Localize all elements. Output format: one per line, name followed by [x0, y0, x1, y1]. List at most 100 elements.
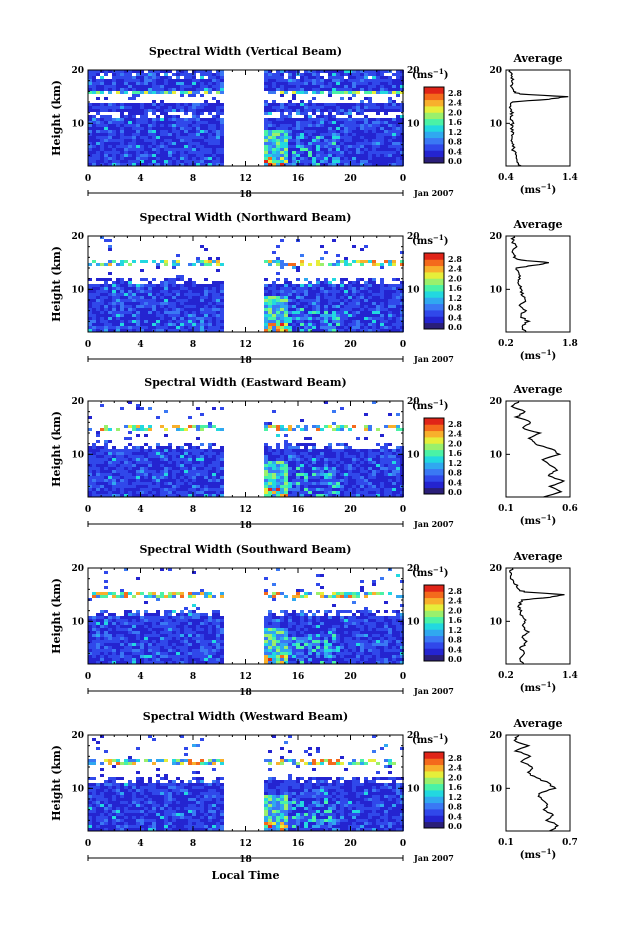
heatmap-cell — [292, 455, 296, 458]
heatmap-cell — [312, 160, 316, 163]
heatmap-cell — [96, 278, 100, 281]
heatmap-cell — [284, 440, 288, 443]
heatmap-cell — [144, 85, 148, 88]
heatmap-cell — [352, 476, 356, 479]
heatmap-cell — [296, 157, 300, 160]
heatmap-cell — [316, 452, 320, 455]
heatmap-cell — [88, 658, 92, 661]
heatmap-cell — [400, 118, 404, 121]
heatmap-cell — [188, 142, 192, 145]
heatmap-cell — [108, 154, 112, 157]
heatmap-cell — [320, 154, 324, 157]
heatmap-cell — [96, 308, 100, 311]
heatmap-cell — [148, 479, 152, 482]
heatmap-cell — [388, 154, 392, 157]
heatmap-cell — [268, 458, 272, 461]
heatmap-cell — [364, 79, 368, 82]
heatmap-cell — [208, 130, 212, 133]
heatmap-cell — [392, 278, 396, 281]
heatmap-cell — [140, 470, 144, 473]
heatmap-cell — [292, 476, 296, 479]
heatmap-cell — [316, 115, 320, 118]
heatmap-cell — [344, 473, 348, 476]
heatmap-cell — [392, 299, 396, 302]
heatmap-cell — [268, 133, 272, 136]
heatmap-cell — [152, 449, 156, 452]
heatmap-cell — [156, 148, 160, 151]
heatmap-cell — [112, 458, 116, 461]
heatmap-cell — [220, 73, 224, 76]
heatmap-cell — [296, 136, 300, 139]
heatmap-cell — [156, 305, 160, 308]
heatmap-cell — [112, 154, 116, 157]
heatmap-cell — [200, 314, 204, 317]
heatmap-cell — [144, 127, 148, 130]
heatmap-cell — [284, 446, 288, 449]
heatmap-cell — [164, 455, 168, 458]
heatmap-cell — [288, 124, 292, 127]
heatmap-cell — [200, 455, 204, 458]
heatmap-cell — [192, 473, 196, 476]
heatmap-cell — [276, 311, 280, 314]
heatmap-cell — [376, 311, 380, 314]
heatmap-cell — [380, 494, 384, 497]
heatmap-cell — [296, 302, 300, 305]
heatmap-cell — [304, 157, 308, 160]
heatmap-cell — [168, 124, 172, 127]
heatmap-cell — [320, 455, 324, 458]
heatmap-cell — [324, 326, 328, 329]
heatmap-cell — [276, 443, 280, 446]
heatmap-cell — [144, 452, 148, 455]
heatmap-cell — [268, 154, 272, 157]
heatmap-cell — [324, 70, 328, 73]
heatmap-cell — [392, 103, 396, 106]
heatmap-cell — [344, 464, 348, 467]
heatmap-cell — [336, 470, 340, 473]
heatmap-cell — [88, 655, 92, 658]
heatmap-cell — [124, 305, 128, 308]
heatmap-cell — [308, 470, 312, 473]
heatmap-cell — [140, 476, 144, 479]
heatmap-cell — [140, 467, 144, 470]
heatmap-cell — [312, 296, 316, 299]
heatmap-cell — [324, 106, 328, 109]
heatmap-cell — [184, 299, 188, 302]
colorbar-segment — [424, 118, 444, 126]
heatmap-cell — [320, 329, 324, 332]
heatmap-cell — [336, 148, 340, 151]
heatmap-cell — [124, 326, 128, 329]
heatmap-cell — [88, 103, 92, 106]
heatmap-cell — [316, 314, 320, 317]
heatmap-cell — [160, 100, 164, 103]
heatmap-cell — [156, 91, 160, 94]
heatmap-cell — [340, 106, 344, 109]
heatmap-cell — [96, 139, 100, 142]
heatmap-cell — [208, 317, 212, 320]
heatmap-cell — [400, 326, 404, 329]
heatmap-cell — [388, 124, 392, 127]
heatmap-cell — [296, 443, 300, 446]
heatmap-cell — [196, 296, 200, 299]
heatmap-cell — [376, 263, 380, 266]
heatmap-cell — [204, 85, 208, 88]
heatmap-cell — [196, 79, 200, 82]
heatmap-cell — [328, 136, 332, 139]
heatmap-cell — [272, 308, 276, 311]
heatmap-cell — [172, 317, 176, 320]
heatmap-cell — [376, 473, 380, 476]
heatmap-cell — [316, 482, 320, 485]
heatmap-cell — [204, 284, 208, 287]
heatmap-cell — [172, 299, 176, 302]
heatmap-cell — [124, 467, 128, 470]
heatmap-cell — [200, 127, 204, 130]
heatmap-cell — [388, 118, 392, 121]
heatmap-cell — [180, 127, 184, 130]
heatmap-cell — [176, 163, 180, 166]
heatmap-cell — [368, 85, 372, 88]
heatmap-cell — [340, 154, 344, 157]
heatmap-cell — [292, 124, 296, 127]
heatmap-cell — [320, 145, 324, 148]
heatmap-cell — [184, 314, 188, 317]
heatmap-cell — [288, 76, 292, 79]
heatmap-cell — [120, 88, 124, 91]
